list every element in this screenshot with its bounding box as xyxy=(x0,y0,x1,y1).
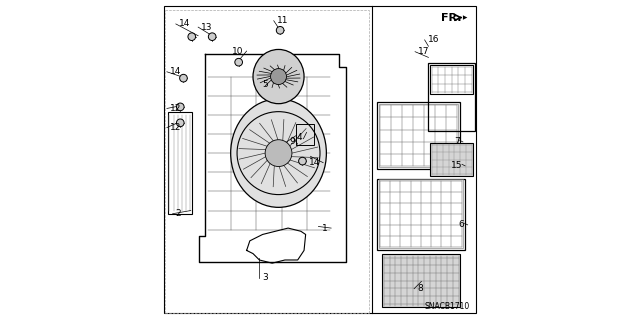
Text: 4: 4 xyxy=(296,133,301,142)
Text: 16: 16 xyxy=(428,35,439,44)
Text: 14: 14 xyxy=(179,19,190,28)
Polygon shape xyxy=(463,15,467,20)
Circle shape xyxy=(271,69,287,85)
Bar xyxy=(377,102,460,169)
Text: 10: 10 xyxy=(232,47,243,56)
Text: FR.: FR. xyxy=(440,12,461,23)
Ellipse shape xyxy=(253,49,304,104)
Text: 13: 13 xyxy=(202,23,213,32)
Text: 14: 14 xyxy=(170,67,182,76)
Text: SNACB1710: SNACB1710 xyxy=(425,302,470,311)
Bar xyxy=(377,179,465,250)
Bar xyxy=(379,179,463,248)
Bar xyxy=(430,65,473,94)
Circle shape xyxy=(180,74,188,82)
Circle shape xyxy=(299,157,307,165)
Text: 7: 7 xyxy=(454,137,460,146)
Bar xyxy=(382,254,460,307)
Circle shape xyxy=(265,140,292,167)
Text: 12: 12 xyxy=(170,104,182,113)
Circle shape xyxy=(276,26,284,34)
Bar xyxy=(168,112,193,214)
Text: 17: 17 xyxy=(419,47,429,56)
Text: 3: 3 xyxy=(262,273,268,282)
Bar xyxy=(430,143,473,176)
Text: 6: 6 xyxy=(459,220,465,229)
Text: 2: 2 xyxy=(176,209,181,218)
Circle shape xyxy=(209,33,216,41)
Bar xyxy=(296,124,314,145)
Text: 8: 8 xyxy=(417,284,423,293)
Circle shape xyxy=(177,103,184,111)
Text: 12: 12 xyxy=(170,123,182,132)
Text: 14: 14 xyxy=(308,158,320,167)
Circle shape xyxy=(177,119,184,127)
Bar xyxy=(428,63,475,131)
Text: 15: 15 xyxy=(451,161,462,170)
Text: 9: 9 xyxy=(290,137,296,146)
Text: 1: 1 xyxy=(322,224,328,233)
Ellipse shape xyxy=(230,99,326,207)
Text: 5: 5 xyxy=(262,80,268,89)
Circle shape xyxy=(188,33,196,41)
Bar xyxy=(379,104,458,167)
Circle shape xyxy=(235,58,243,66)
Text: 11: 11 xyxy=(277,16,289,25)
